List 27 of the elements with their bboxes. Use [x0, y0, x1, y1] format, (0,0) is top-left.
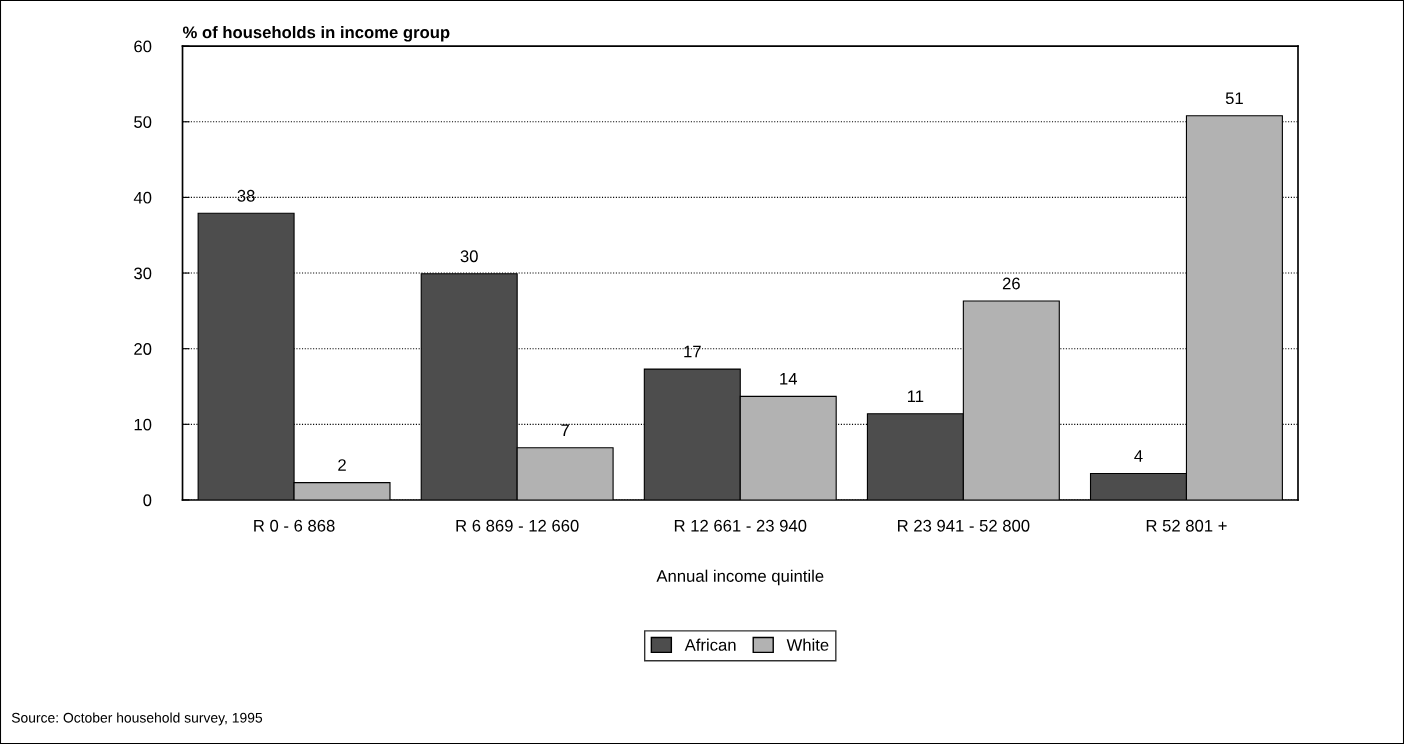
y-tick-label: 60 — [134, 40, 152, 53]
y-tick-label: 0 — [143, 494, 152, 507]
data-label: 14 — [780, 373, 798, 385]
data-label: 2 — [338, 459, 346, 471]
data-label: 17 — [684, 345, 701, 358]
data-label: 7 — [561, 424, 569, 436]
data-label: 38 — [237, 189, 255, 202]
y-tick-label: 50 — [134, 116, 152, 128]
y-tick-label: 30 — [134, 267, 152, 280]
x-tick-label: R 0 - 6 868 — [254, 519, 335, 532]
y-tick-label: 20 — [134, 343, 152, 355]
y-tick-label: 10 — [134, 418, 152, 431]
source-note: Source: October household survey, 1995 — [11, 712, 263, 726]
x-tick-label: R 52 801 + — [1146, 519, 1227, 532]
data-label: 4 — [1134, 450, 1143, 462]
data-label: 26 — [1002, 277, 1020, 290]
data-label: 11 — [908, 390, 924, 402]
legend-label: African — [684, 638, 736, 651]
x-axis-title: Annual income quintile — [656, 569, 824, 586]
y-tick-label: 40 — [133, 191, 152, 204]
x-tick-label: R 6 869 - 12 660 — [456, 519, 579, 532]
data-label: 51 — [1225, 92, 1243, 105]
chart-title: % of households in income group — [182, 25, 450, 42]
x-tick-label: R 12 661 - 23 940 — [674, 519, 807, 532]
data-label: 30 — [460, 250, 478, 263]
x-tick-label: R 23 941 - 52 800 — [898, 519, 1030, 532]
legend-label: White — [786, 638, 829, 651]
